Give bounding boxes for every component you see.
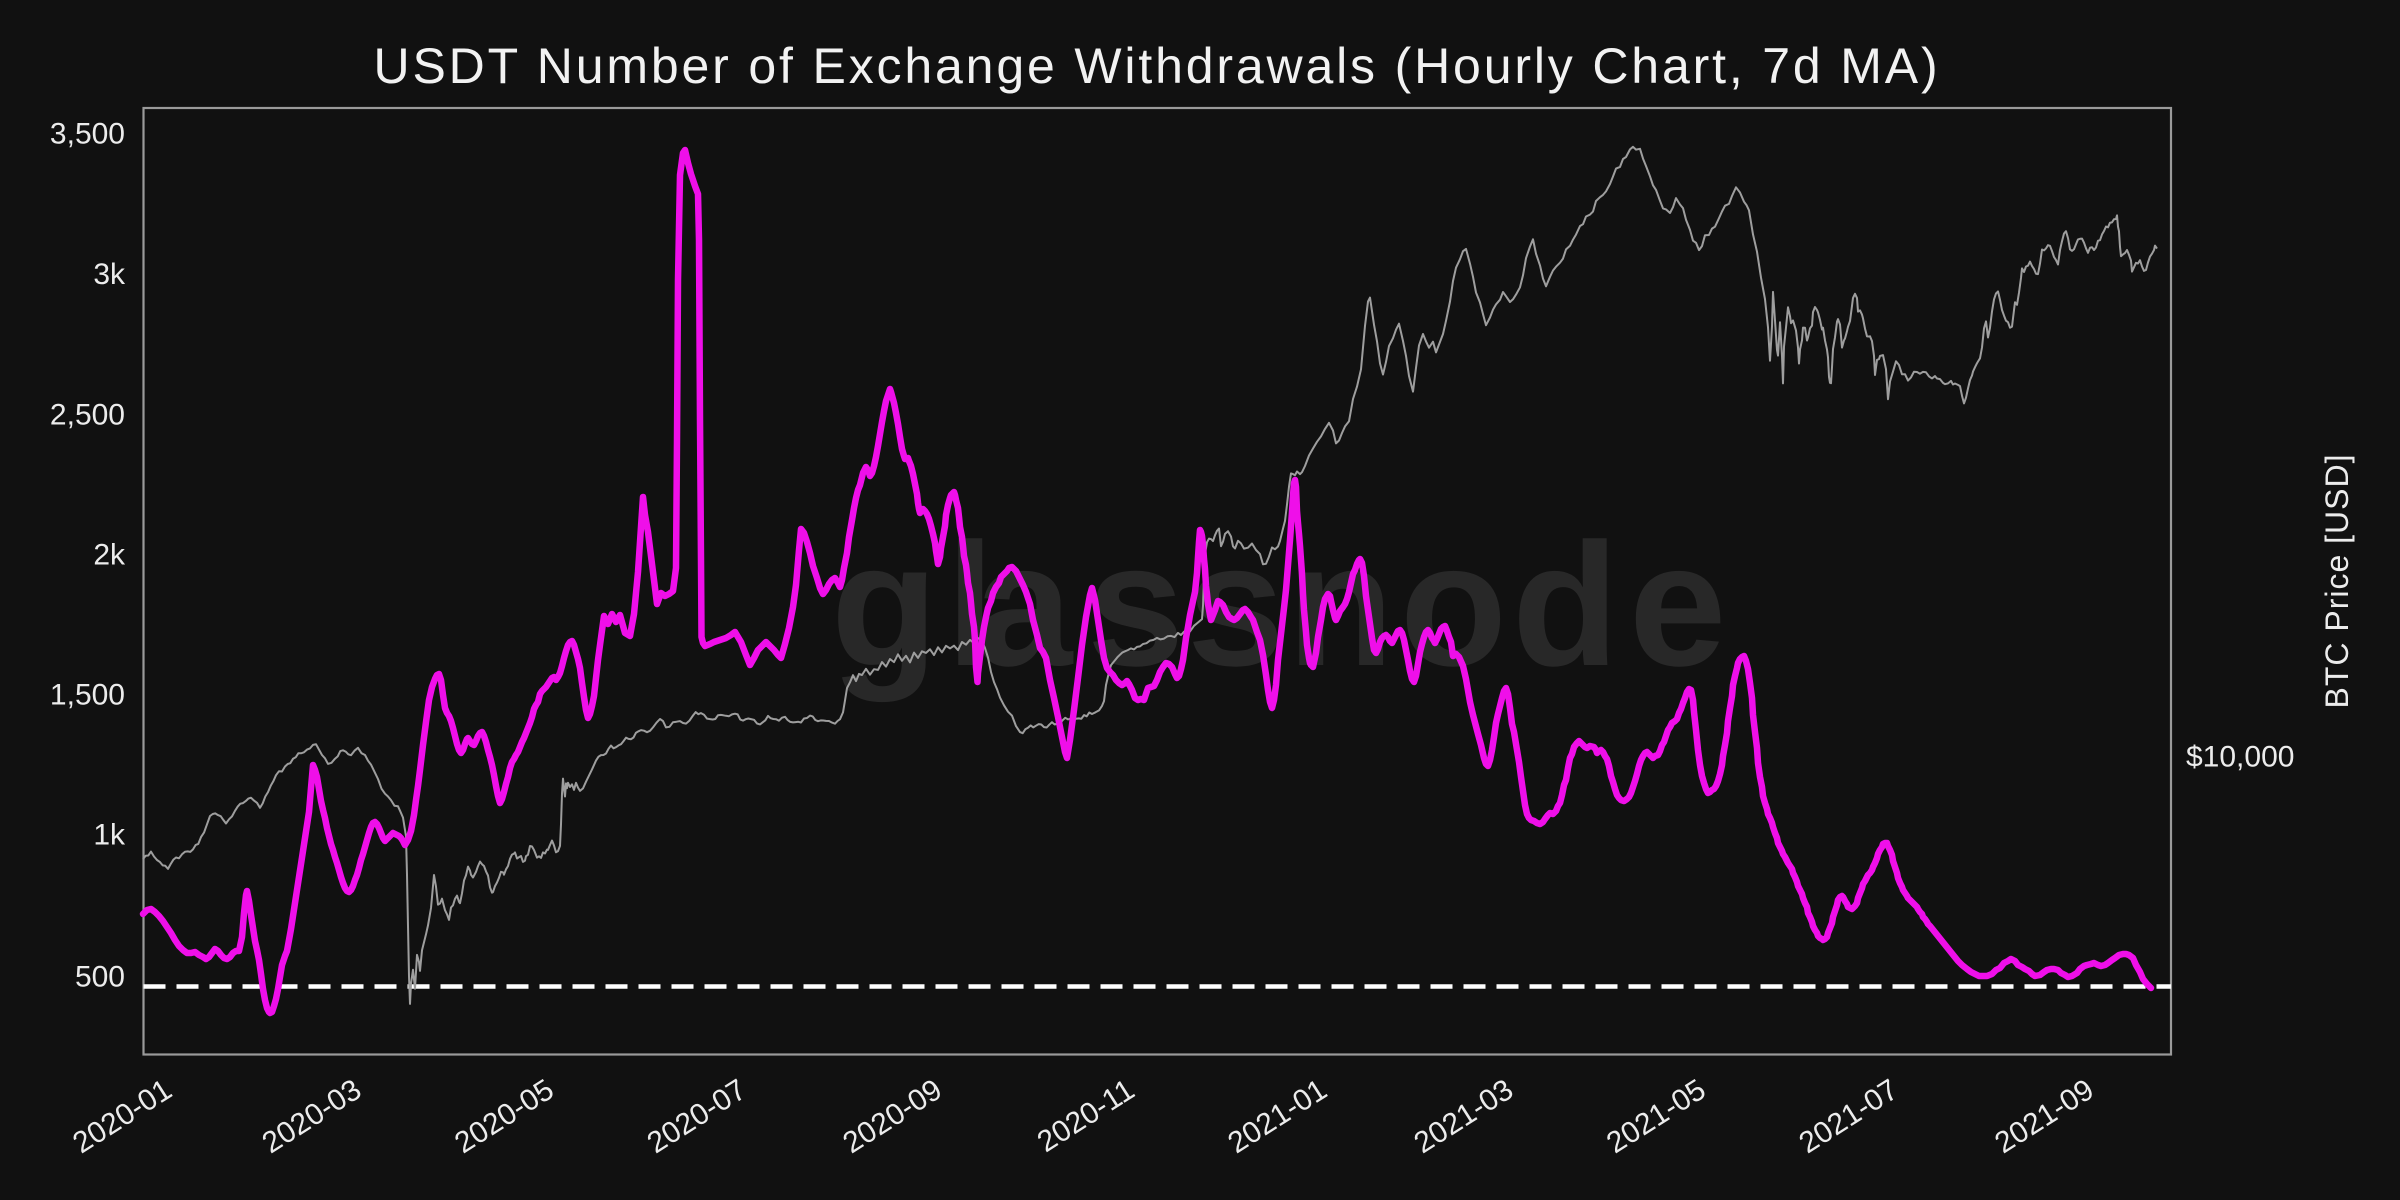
svg-text:glassnode: glassnode — [831, 508, 1726, 703]
svg-text:1,500: 1,500 — [50, 679, 125, 712]
svg-text:$10,000: $10,000 — [2186, 741, 2294, 774]
svg-text:1k: 1k — [93, 819, 126, 852]
svg-text:3k: 3k — [93, 258, 126, 291]
svg-text:BTC Price [USD]: BTC Price [USD] — [2319, 453, 2355, 708]
svg-text:2k: 2k — [93, 538, 126, 571]
svg-text:2,500: 2,500 — [50, 398, 125, 431]
svg-text:500: 500 — [75, 960, 125, 993]
svg-text:3,500: 3,500 — [50, 118, 125, 151]
svg-text:USDT Number of Exchange Withdr: USDT Number of Exchange Withdrawals (Hou… — [374, 38, 1941, 94]
